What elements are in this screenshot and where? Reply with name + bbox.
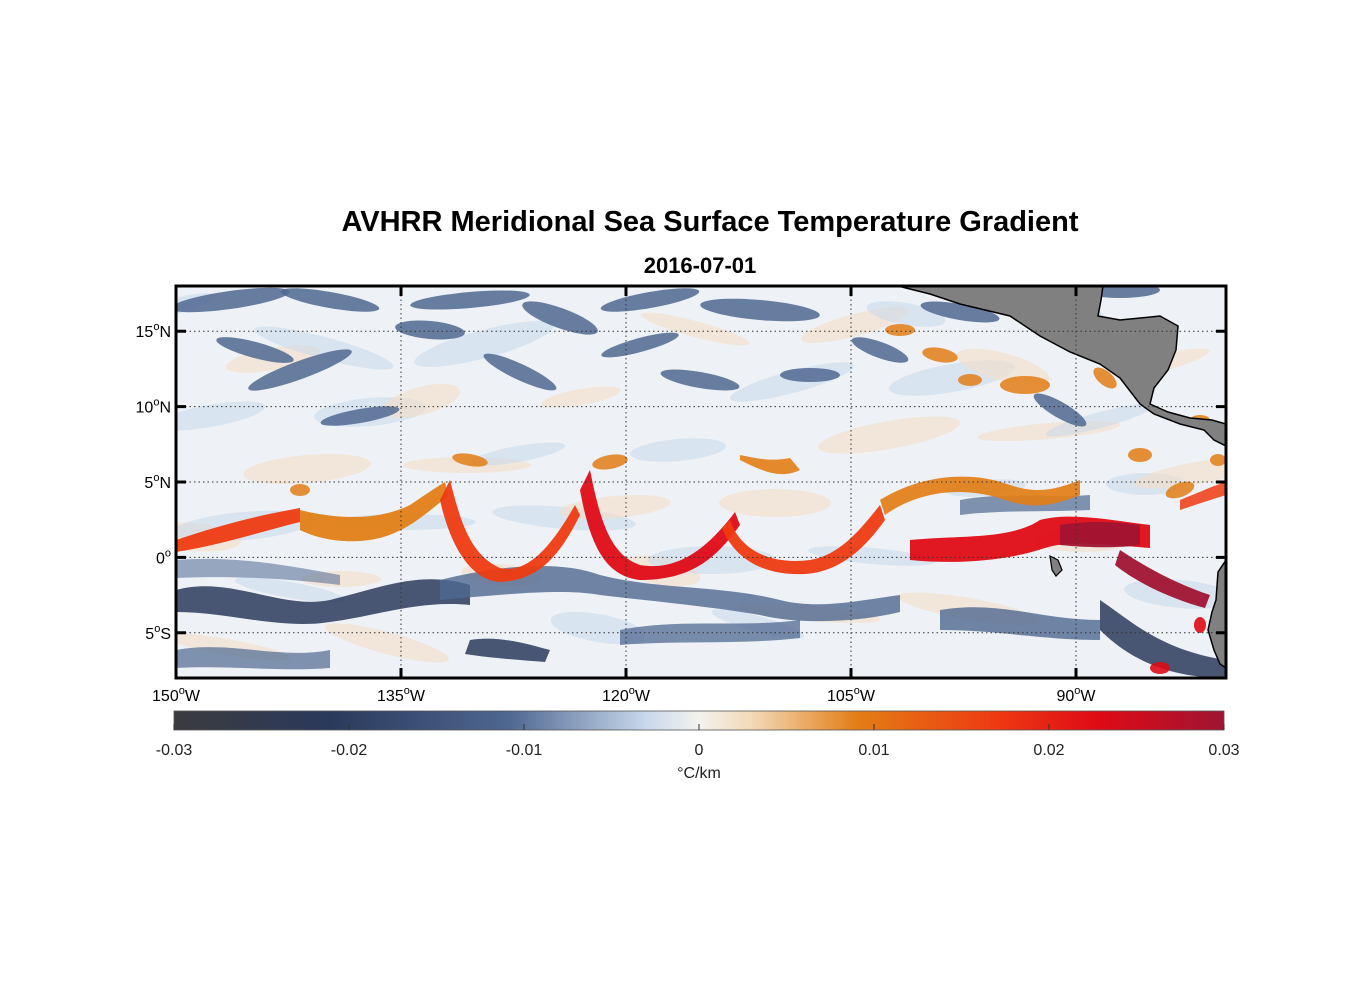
warm-front bbox=[300, 482, 448, 542]
lon-tick-label: 150oW bbox=[152, 685, 201, 705]
field-patch bbox=[1045, 403, 1155, 437]
field-patch bbox=[290, 484, 310, 496]
cool-band bbox=[1100, 600, 1226, 678]
colorbar-tick-label: -0.02 bbox=[331, 742, 368, 759]
field-patch bbox=[885, 324, 915, 336]
field-patch bbox=[382, 383, 460, 419]
field-patch bbox=[1210, 454, 1226, 466]
field-patch bbox=[176, 287, 290, 313]
land-galapagos bbox=[1049, 554, 1063, 577]
field-patch bbox=[851, 337, 909, 363]
field-patch bbox=[470, 442, 566, 466]
warm-front bbox=[1060, 521, 1140, 548]
warm-front bbox=[580, 470, 740, 580]
field-patch bbox=[452, 453, 488, 467]
cool-band bbox=[176, 647, 330, 670]
warm-front bbox=[722, 505, 885, 575]
lat-tick-label: 0o bbox=[156, 547, 171, 567]
field-patch bbox=[176, 401, 266, 431]
field-patch bbox=[660, 369, 740, 391]
field-patch bbox=[248, 349, 352, 391]
field-patch bbox=[1194, 617, 1206, 633]
field-patch bbox=[216, 337, 294, 363]
field-patch bbox=[601, 332, 679, 358]
warm-front bbox=[1180, 482, 1226, 510]
field-patch bbox=[700, 298, 820, 322]
lon-tick-label: 135oW bbox=[377, 685, 426, 705]
field-patch bbox=[1165, 481, 1195, 499]
field-patch bbox=[958, 374, 982, 386]
figure-subtitle: 2016-07-01 bbox=[643, 253, 757, 278]
warm-front bbox=[440, 480, 580, 582]
field-patch bbox=[1128, 448, 1152, 462]
field-patch bbox=[483, 353, 557, 391]
lon-tick-label: 120oW bbox=[602, 685, 651, 705]
colorbar-tick-label: 0.01 bbox=[858, 742, 889, 759]
field-patch bbox=[395, 320, 465, 340]
lon-tick-label: 105oW bbox=[827, 685, 876, 705]
field-patch bbox=[920, 301, 1000, 323]
field-patch bbox=[1150, 662, 1170, 674]
field-patch bbox=[592, 454, 628, 470]
field-patch bbox=[414, 320, 554, 368]
field-patch bbox=[320, 406, 400, 426]
land-central-america bbox=[897, 286, 1226, 447]
field-patch bbox=[640, 312, 750, 346]
field-patch bbox=[630, 438, 726, 462]
field-patch bbox=[922, 347, 958, 363]
warm-front bbox=[1115, 550, 1210, 608]
field-patch bbox=[234, 577, 346, 603]
field-patch bbox=[243, 453, 371, 485]
field-patch bbox=[254, 326, 394, 370]
colorbar-tick-label: -0.03 bbox=[156, 742, 193, 759]
field-patch bbox=[600, 288, 700, 312]
warm-front bbox=[880, 476, 1080, 515]
field-patch bbox=[1033, 393, 1087, 427]
field-patch bbox=[719, 489, 831, 517]
colorbar-tick-label: 0.03 bbox=[1208, 742, 1239, 759]
field-patch bbox=[541, 386, 621, 408]
colorbar-units: °C/km bbox=[677, 765, 721, 782]
colorbar-tick-label: 0.02 bbox=[1033, 742, 1064, 759]
colorbar-tick-label: -0.01 bbox=[506, 742, 543, 759]
field-patch bbox=[280, 288, 380, 312]
field-patch bbox=[1133, 457, 1226, 489]
field-patch bbox=[1093, 367, 1117, 389]
colorbar-tick-label: 0 bbox=[695, 742, 704, 759]
field-patch bbox=[522, 301, 598, 335]
colorbar: -0.03 -0.02 -0.01 0 0.01 0.02 0.03 °C/km bbox=[156, 710, 1240, 782]
lat-tick-label: 15oN bbox=[136, 321, 171, 341]
field-patch bbox=[818, 416, 960, 454]
cool-band bbox=[620, 620, 800, 645]
cool-band bbox=[940, 607, 1100, 640]
sst-gradient-field bbox=[176, 286, 1226, 678]
field-patch bbox=[410, 290, 530, 310]
cool-band bbox=[176, 558, 340, 585]
cool-band bbox=[440, 565, 900, 622]
lat-tick-label: 10oN bbox=[136, 397, 171, 417]
land-south-america bbox=[1207, 558, 1226, 669]
longitude-axis: 150oW 135oW 120oW 105oW 90oW bbox=[152, 286, 1096, 705]
latitude-axis: 15oN 10oN 5oN 0o 5oS bbox=[136, 321, 1226, 643]
lon-tick-label: 90oW bbox=[1056, 685, 1096, 705]
lat-tick-label: 5oN bbox=[144, 472, 171, 492]
cool-band bbox=[176, 579, 470, 625]
field-patch bbox=[780, 368, 840, 382]
cool-band bbox=[465, 638, 550, 662]
lat-tick-label: 5oS bbox=[145, 623, 171, 643]
field-patch bbox=[1000, 376, 1050, 394]
warm-front bbox=[176, 508, 300, 552]
figure-title: AVHRR Meridional Sea Surface Temperature… bbox=[341, 206, 1079, 238]
warm-front bbox=[740, 455, 800, 475]
